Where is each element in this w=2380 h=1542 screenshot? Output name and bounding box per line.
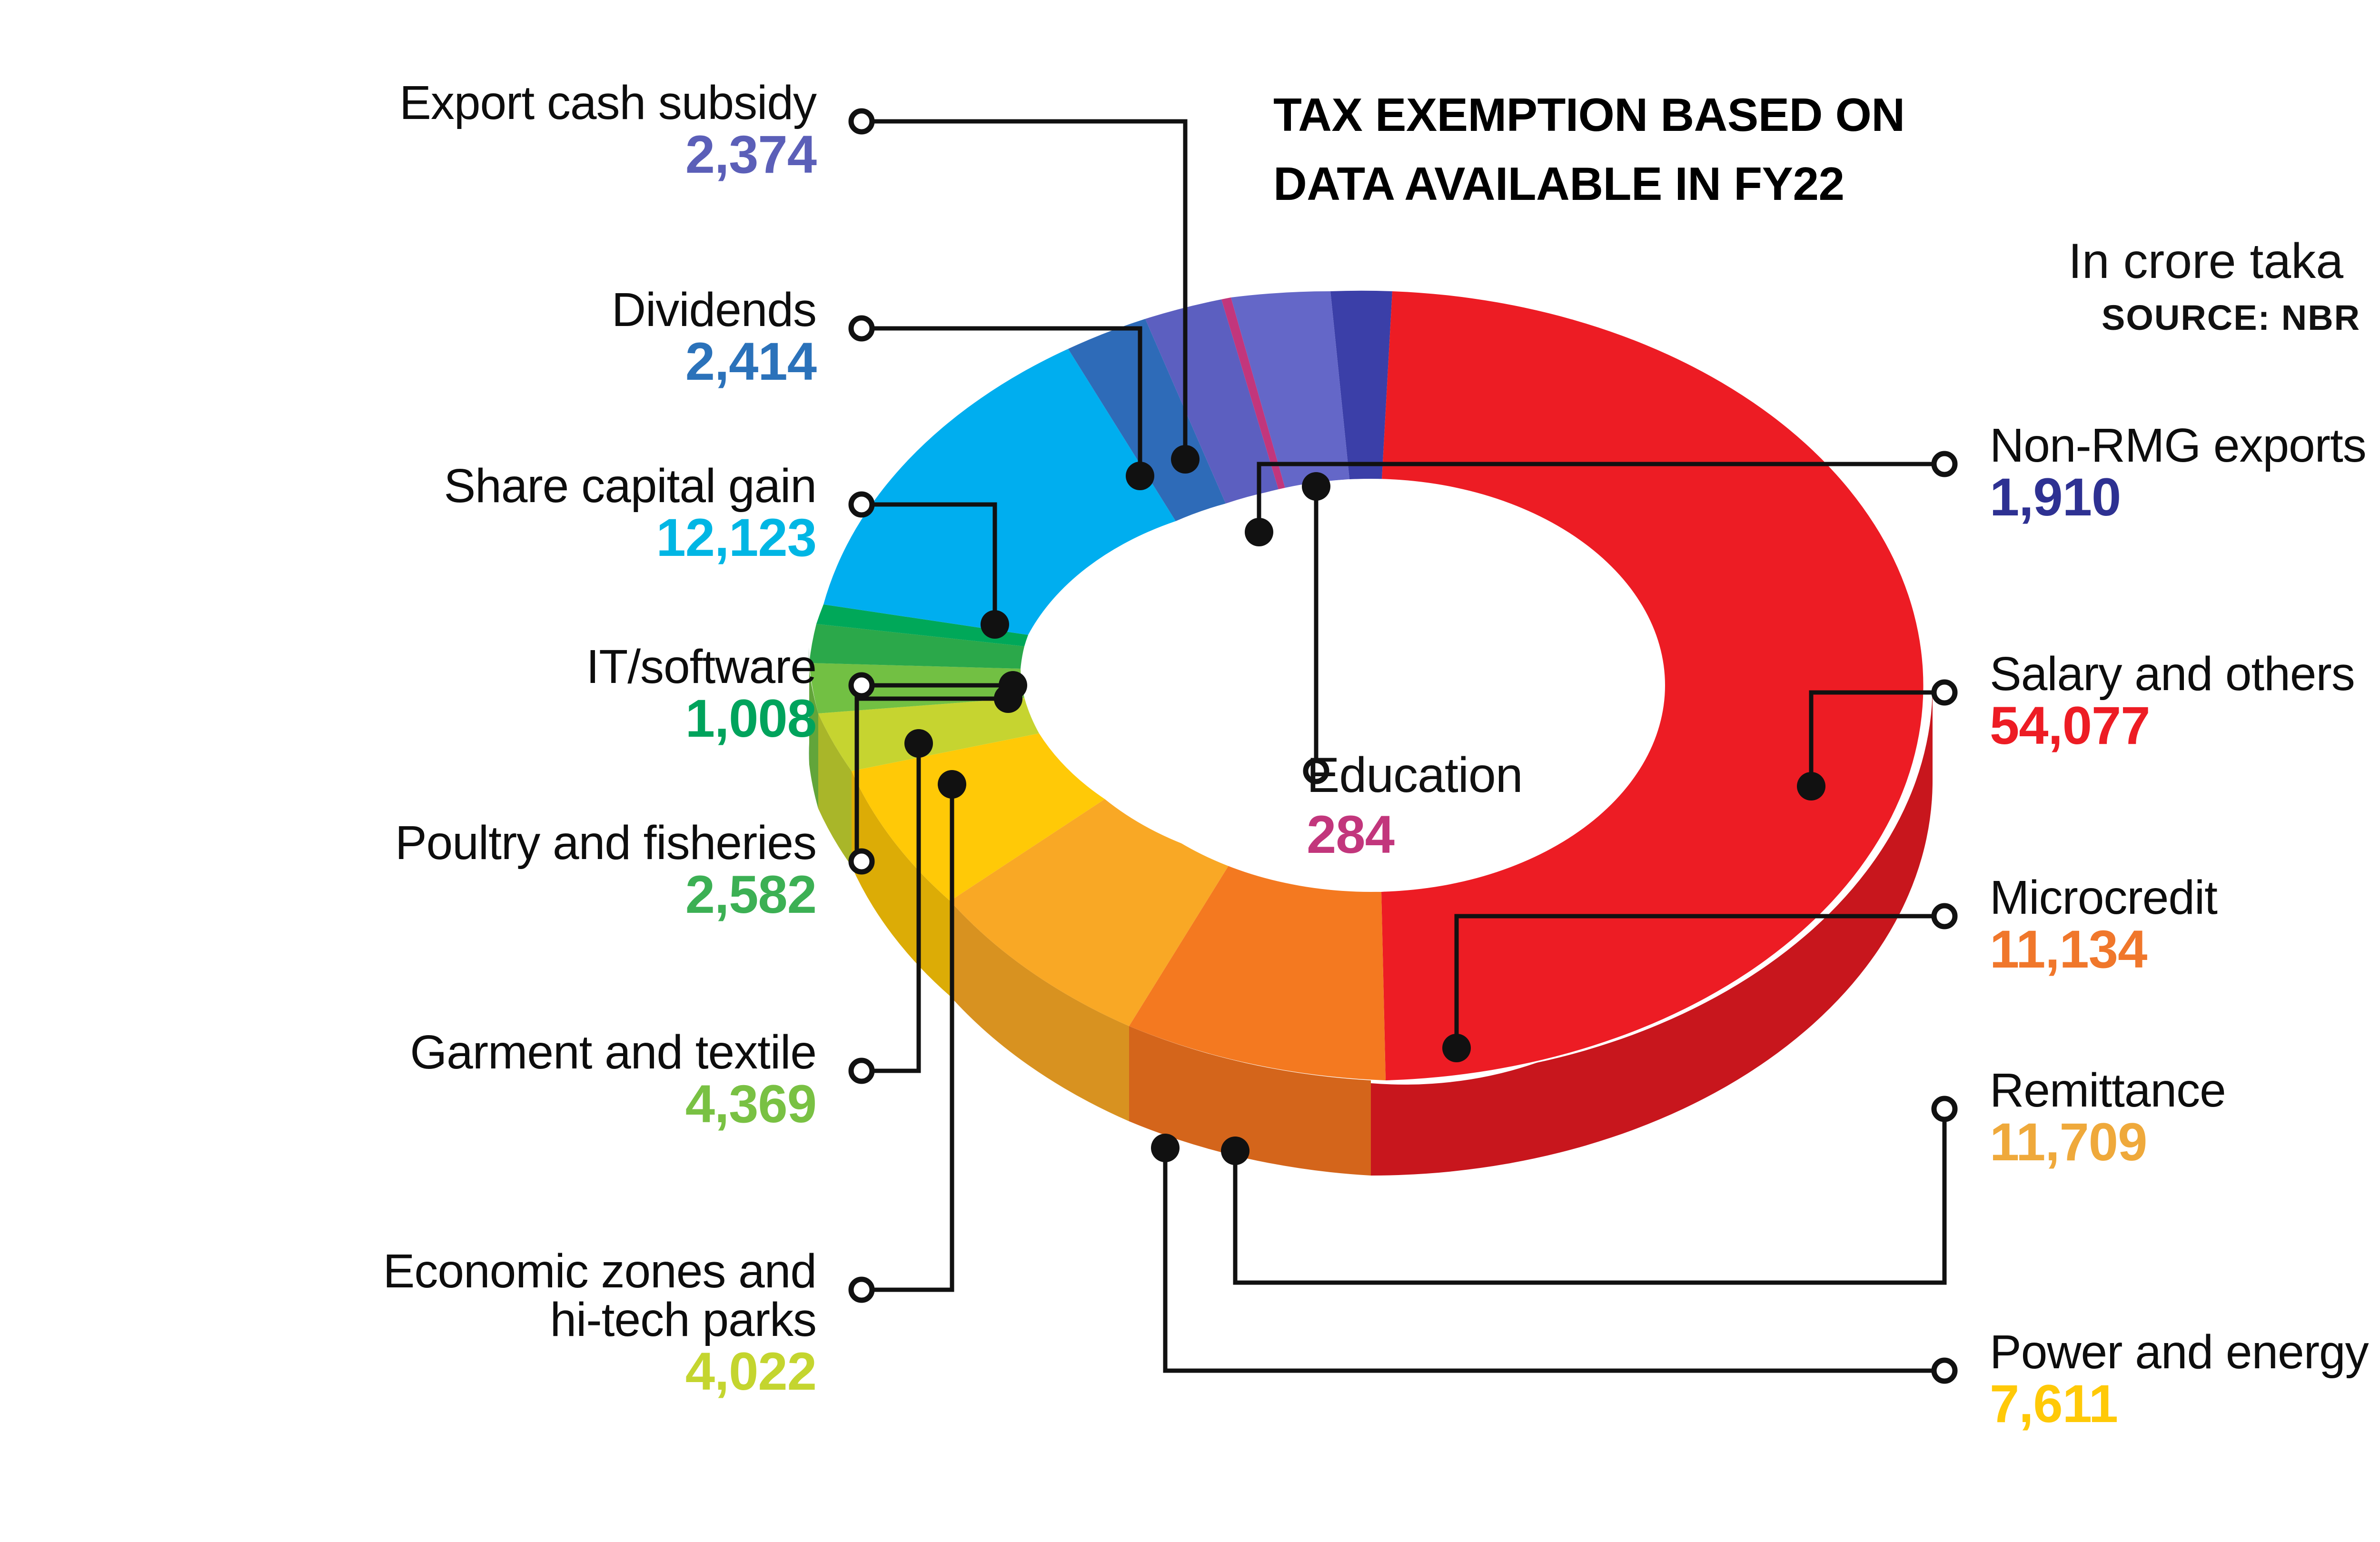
label-garment-and-textile-name: Garment and textile <box>410 1026 817 1079</box>
leader-share-capital-gain <box>862 502 997 621</box>
callout-power-and-energy: Power and energy 7,611 <box>1990 1328 2369 1432</box>
callout-non-rmg-exports: Non-RMG exports 1,910 <box>1990 419 2367 527</box>
anchor-non-rmg-exports <box>1245 518 1273 546</box>
callout-garment-and-textile: Garment and textile 4,369 <box>410 1026 817 1134</box>
label-education-name: Education <box>1307 748 1523 803</box>
slice-remittance <box>950 799 1232 1026</box>
leader-non-rmg-exports <box>1257 462 1944 528</box>
label-it-software-value: 1,008 <box>685 689 817 748</box>
page-title-line-2: DATA AVAILABLE IN FY22 <box>1273 158 1844 210</box>
marker-economic-zones <box>848 1276 875 1303</box>
callout-export-cash-subsidy: Export cash subsidy 2,374 <box>399 76 817 184</box>
label-share-capital-gain-value: 12,123 <box>656 508 817 567</box>
label-it-software-name: IT/software <box>586 640 817 693</box>
anchor-dividends <box>1126 462 1154 490</box>
label-power-and-energy-name: Power and energy <box>1990 1325 2369 1379</box>
anchor-garment-and-textile <box>904 729 933 758</box>
anchor-remittance <box>1221 1137 1250 1165</box>
slice-microcredit <box>1129 860 1386 1080</box>
anchor-economic-zones <box>938 770 966 799</box>
donut-hole <box>1077 479 1665 892</box>
label-microcredit-value: 11,134 <box>1990 919 2147 979</box>
anchor-power-and-energy <box>1151 1134 1180 1162</box>
label-export-cash-subsidy-value: 2,374 <box>685 125 817 184</box>
callout-education: Education 284 <box>1307 747 1523 865</box>
leader-salary-and-others <box>1809 690 1944 783</box>
label-poultry-and-fisheries-value: 2,582 <box>685 865 817 924</box>
anchor-salary-and-others <box>1797 772 1825 801</box>
callout-dividends: Dividends 2,414 <box>611 283 817 391</box>
callout-it-software: IT/software 1,008 <box>586 640 817 748</box>
marker-export-cash-subsidy <box>848 108 875 135</box>
label-salary-and-others-value: 54,077 <box>1990 696 2151 755</box>
slice-poultry-and-fisheries <box>809 624 1024 669</box>
label-education-value: 284 <box>1307 805 1395 864</box>
leader-remittance <box>1233 1109 1947 1285</box>
label-non-rmg-exports-value: 1,910 <box>1990 467 2121 527</box>
label-non-rmg-exports-name: Non-RMG exports <box>1990 419 2367 472</box>
callout-microcredit: Microcredit 11,134 <box>1990 871 2218 979</box>
leader-garment-and-textile <box>862 740 921 1073</box>
leader-lines <box>854 119 1947 1373</box>
marker-salary-and-others <box>1931 679 1958 706</box>
leader-power-and-energy <box>1163 1152 1944 1373</box>
marker-education <box>1303 758 1329 784</box>
slice-export-cash-subsidy <box>1145 299 1279 504</box>
leader-anchor-dots <box>904 445 1825 1165</box>
leader-dividends <box>862 326 1142 474</box>
slice-export-cash-subsidy-b <box>1231 291 1349 488</box>
anchor-share-capital-gain <box>981 610 1009 639</box>
slice-non-rmg-exports <box>1330 290 1392 479</box>
anchor-microcredit <box>1442 1034 1471 1062</box>
marker-share-capital-gain <box>848 491 875 518</box>
callout-economic-zones: Economic zones and hi-tech parks 4,022 <box>383 1245 817 1401</box>
label-remittance-name: Remittance <box>1990 1064 2226 1117</box>
slice-education <box>1221 297 1285 490</box>
marker-garment-and-textile <box>848 1058 875 1084</box>
label-dividends-name: Dividends <box>611 283 817 336</box>
anchor-poultry-and-fisheries <box>994 684 1022 713</box>
label-dividends-value: 2,414 <box>685 332 817 391</box>
donut-slices <box>809 290 1924 1080</box>
label-economic-zones-line1: Economic zones and <box>383 1245 817 1298</box>
source-note: SOURCE: NBR <box>2102 298 2361 337</box>
page-title-line-1: TAX EXEMPTION BASED ON <box>1273 89 1905 141</box>
callout-remittance: Remittance 11,709 <box>1990 1066 2226 1170</box>
leader-label-markers <box>848 108 1958 1384</box>
leader-microcredit <box>1454 914 1944 1045</box>
marker-power-and-energy <box>1931 1357 1958 1384</box>
label-power-and-energy-value: 7,611 <box>1990 1374 2118 1433</box>
label-economic-zones-value: 4,022 <box>685 1342 817 1401</box>
label-poultry-and-fisheries-name: Poultry and fisheries <box>395 816 817 870</box>
label-garment-and-textile-value: 4,369 <box>685 1074 817 1134</box>
marker-non-rmg-exports <box>1931 451 1958 477</box>
slice-power-and-energy <box>852 733 1105 901</box>
slice-it-software <box>816 604 1028 646</box>
label-salary-and-others-name: Salary and others <box>1990 647 2355 701</box>
marker-poultry-and-fisheries <box>848 848 875 875</box>
callout-share-capital-gain: Share capital gain 12,123 <box>444 459 817 567</box>
callout-salary-and-others: Salary and others 54,077 <box>1990 650 2355 753</box>
leader-export-cash-subsidy <box>862 119 1188 457</box>
unit-note: In crore taka <box>2068 234 2344 289</box>
marker-remittance <box>1931 1096 1958 1122</box>
label-export-cash-subsidy-name: Export cash subsidy <box>399 76 817 129</box>
marker-it-software <box>848 672 875 699</box>
marker-dividends <box>848 315 875 342</box>
anchor-export-cash-subsidy <box>1171 445 1200 474</box>
leader-economic-zones <box>862 781 954 1292</box>
label-microcredit-name: Microcredit <box>1990 871 2218 924</box>
marker-microcredit <box>1931 903 1958 929</box>
anchor-education <box>1302 472 1330 501</box>
slice-share-capital-gain <box>823 349 1176 635</box>
label-share-capital-gain-name: Share capital gain <box>444 459 817 513</box>
label-economic-zones-line2: hi-tech parks <box>550 1293 817 1346</box>
label-remittance-value: 11,709 <box>1990 1112 2147 1172</box>
callout-poultry-and-fisheries: Poultry and fisheries 2,582 <box>395 816 817 924</box>
